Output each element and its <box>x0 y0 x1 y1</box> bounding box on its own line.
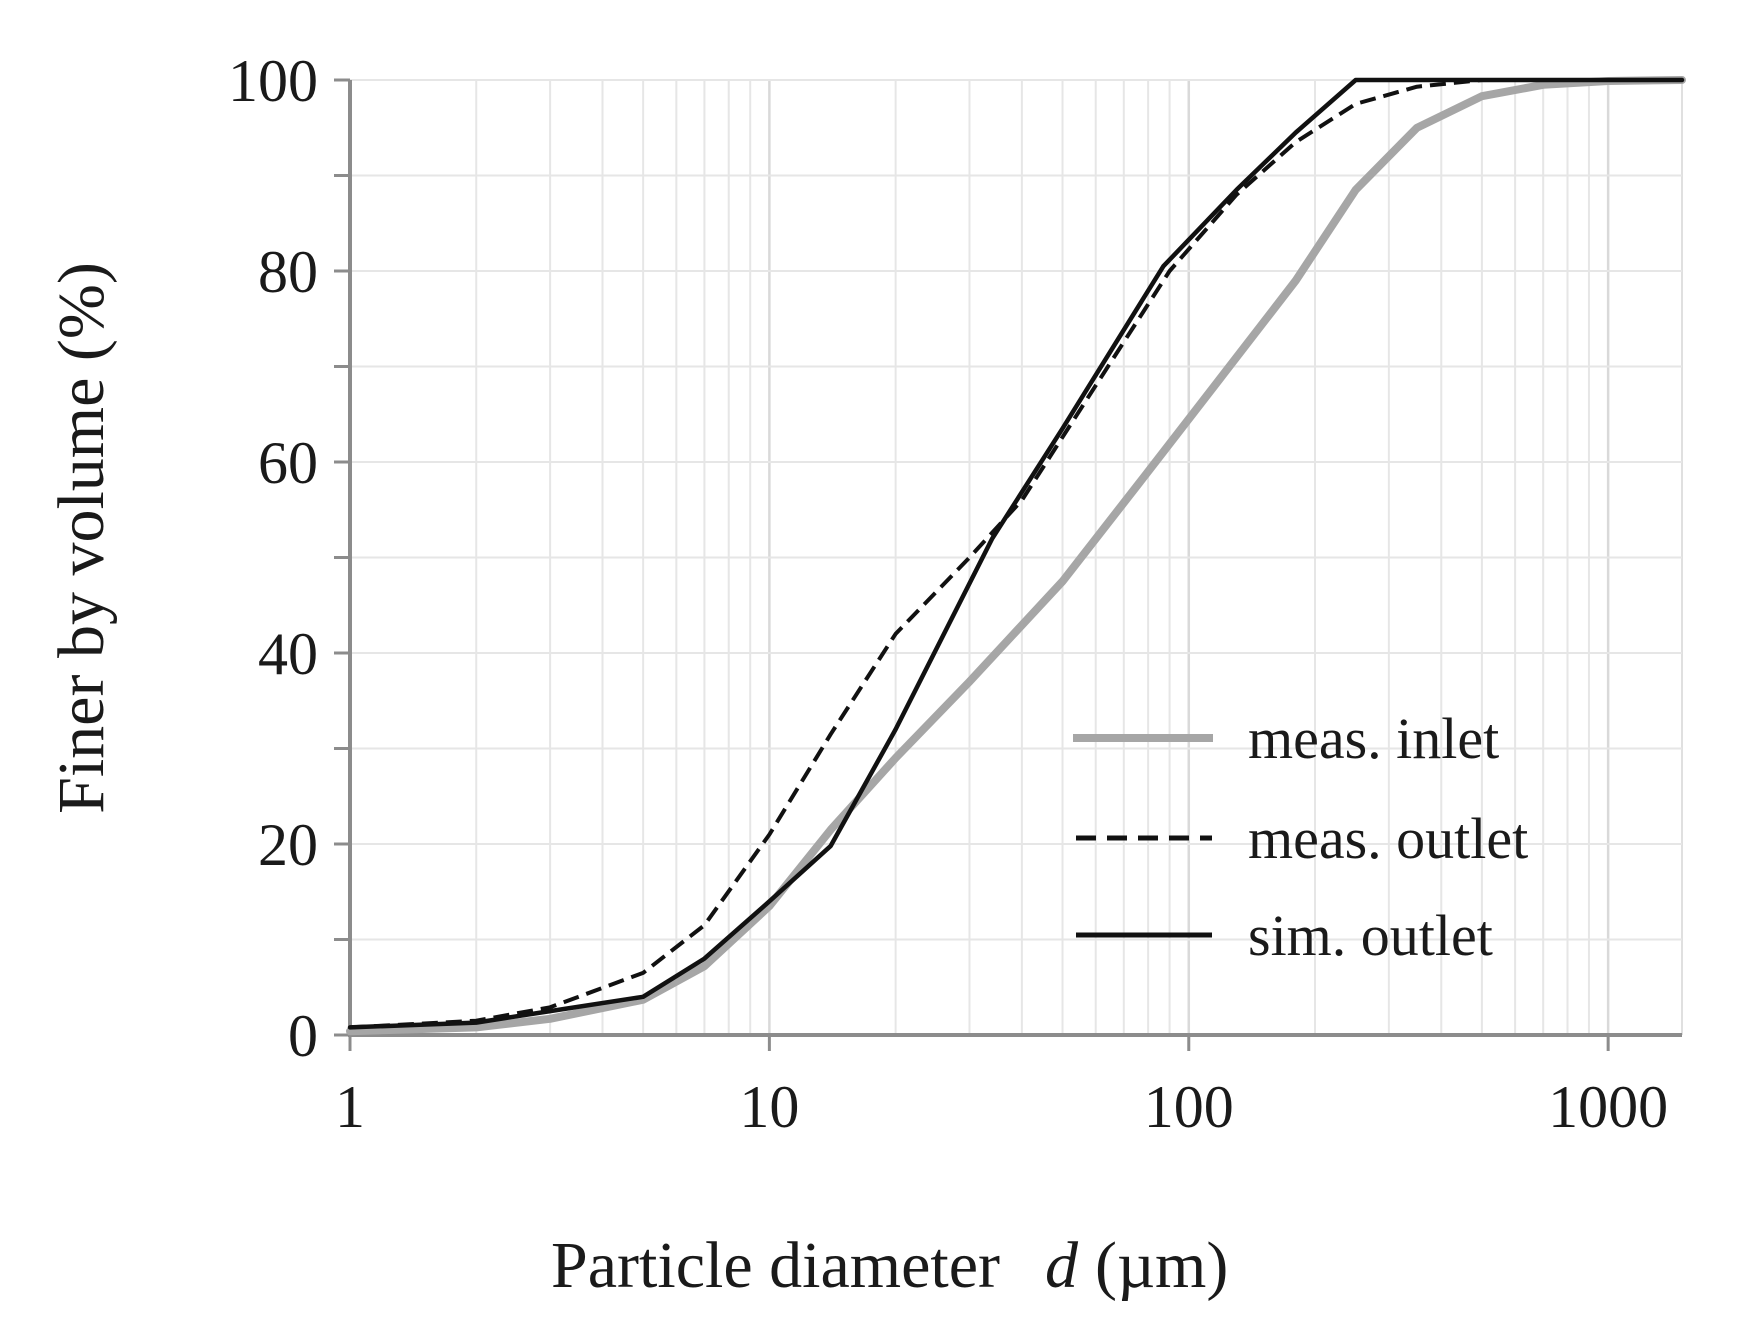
legend-label-meas-inlet: meas. inlet <box>1248 706 1499 771</box>
x-tick-label: 10 <box>739 1074 799 1140</box>
series-line-meas-outlet <box>349 78 1682 1030</box>
legend-label-meas-outlet: meas. outlet <box>1248 806 1528 871</box>
series-line-meas-inlet <box>346 76 1686 1036</box>
y-tick-label: 40 <box>258 621 318 687</box>
y-axis-title: Finer by volume (%) <box>45 262 118 814</box>
x-tick-label: 1 <box>335 1074 365 1140</box>
x-tick-label: 100 <box>1144 1074 1234 1140</box>
legend-label-sim-outlet: sim. outlet <box>1248 903 1493 968</box>
series-lines <box>346 76 1686 1036</box>
x-axis-unit: (µm) <box>1095 1229 1228 1302</box>
legend: meas. inlet meas. outlet sim. outlet <box>1073 706 1528 968</box>
y-tick-label: 20 <box>258 812 318 878</box>
axes <box>334 78 1682 1051</box>
x-tick-labels: 1 10 100 1000 <box>335 1074 1668 1140</box>
y-tick-label: 0 <box>288 1003 318 1069</box>
x-axis-symbol: d <box>1045 1229 1079 1302</box>
y-tick-label: 60 <box>258 430 318 496</box>
y-tick-label: 100 <box>228 48 318 114</box>
x-tick-label: 1000 <box>1548 1074 1668 1140</box>
y-tick-label: 80 <box>258 239 318 305</box>
x-axis-title: Particle diameter <box>551 1229 1000 1302</box>
y-gridlines <box>350 79 1682 941</box>
series-line-sim-outlet <box>347 77 1685 1030</box>
y-tick-labels: 0 20 40 60 80 100 <box>228 48 318 1069</box>
